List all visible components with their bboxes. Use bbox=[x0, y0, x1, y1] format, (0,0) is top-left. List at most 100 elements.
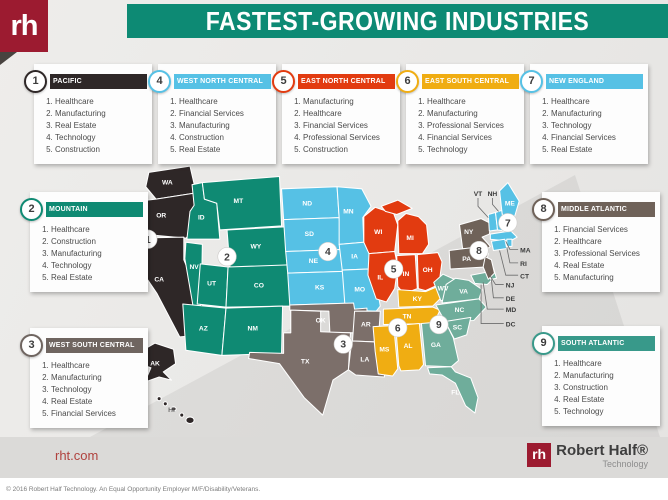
state-label: PA bbox=[462, 256, 471, 263]
callout-label-md: MD bbox=[506, 307, 517, 314]
rh-logo-small: rh bbox=[527, 443, 552, 467]
state-label: MO bbox=[354, 287, 365, 294]
industry-item: Real Estate bbox=[563, 395, 655, 404]
industry-item: Healthcare bbox=[51, 225, 143, 234]
state-label: UT bbox=[207, 280, 216, 287]
svg-text:8: 8 bbox=[476, 246, 482, 257]
industry-item: Real Estate bbox=[51, 397, 143, 406]
state-label: OR bbox=[156, 213, 166, 220]
state-label: AR bbox=[361, 322, 371, 329]
region-number-badge: 8 bbox=[532, 198, 555, 221]
region-industries-list: Healthcare Manufacturing Professional Serv… bbox=[413, 97, 519, 154]
state-label: IN bbox=[403, 271, 410, 278]
region-card-header: 9 SOUTH ATLANTIC bbox=[532, 332, 655, 355]
industry-item: Healthcare bbox=[427, 97, 519, 106]
map-badge-9: 9 bbox=[429, 315, 449, 335]
state-label: VA bbox=[459, 289, 468, 296]
region-card-header: 6 EAST SOUTH CENTRAL bbox=[396, 70, 519, 93]
state-label: MT bbox=[234, 198, 244, 205]
industry-item: Technology bbox=[51, 385, 143, 394]
region-title: PACIFIC bbox=[50, 74, 147, 89]
footer-band: rht.com rh Robert Half® Technology bbox=[0, 437, 668, 478]
svg-text:7: 7 bbox=[505, 218, 511, 229]
state-nj bbox=[482, 256, 495, 280]
state-mi-up bbox=[380, 199, 413, 216]
state-label: TN bbox=[403, 313, 412, 320]
svg-text:5: 5 bbox=[391, 265, 397, 276]
region-card-header: 5 EAST NORTH CENTRAL bbox=[272, 70, 395, 93]
state-ct bbox=[490, 238, 508, 252]
map-badge-8: 8 bbox=[469, 240, 489, 261]
state-label: ME bbox=[505, 200, 516, 207]
brand-name: Robert Half® bbox=[556, 442, 648, 459]
region-cards-right-column: 8 MIDDLE ATLANTIC Financial Services Heal… bbox=[532, 192, 660, 426]
region-title: SOUTH ATLANTIC bbox=[558, 336, 655, 351]
map-badge-5: 5 bbox=[384, 259, 404, 279]
state-mt bbox=[201, 175, 283, 231]
callout-labels: VT NH MA RI CT NJ DE MD DC bbox=[474, 191, 531, 329]
industry-item: Manufacturing bbox=[563, 371, 655, 380]
industry-item: Healthcare bbox=[563, 237, 655, 246]
region-number-badge: 2 bbox=[20, 198, 43, 221]
state-mi bbox=[397, 212, 430, 255]
region-industries-list: Healthcare Construction Manufacturing Techn… bbox=[37, 225, 143, 282]
region-title: WEST NORTH CENTRAL bbox=[174, 74, 271, 89]
industry-item: Healthcare bbox=[55, 97, 147, 106]
state-label: MN bbox=[343, 208, 354, 215]
region-title: MOUNTAIN bbox=[46, 202, 143, 217]
industry-item: Construction bbox=[55, 145, 147, 154]
region-industries-list: Healthcare Manufacturing Technology Financi… bbox=[537, 97, 643, 154]
website-link[interactable]: rht.com bbox=[55, 448, 99, 463]
region-card-west-north-central: 4 WEST NORTH CENTRAL Healthcare Financial… bbox=[148, 64, 276, 164]
region-card-south-atlantic: 9 SOUTH ATLANTIC Healthcare Manufacturing… bbox=[532, 326, 660, 426]
rh-logo: rh bbox=[0, 0, 48, 52]
region-industries-list: Healthcare Manufacturing Real Estate Techno… bbox=[41, 97, 147, 154]
region-industries-list: Healthcare Manufacturing Construction Real … bbox=[549, 359, 655, 416]
region-cards-top-row: 1 PACIFIC Healthcare Manufacturing Real Es… bbox=[24, 64, 648, 164]
callout-label-ct: CT bbox=[520, 273, 529, 280]
industry-item: Healthcare bbox=[303, 109, 395, 118]
region-number-badge: 6 bbox=[396, 70, 419, 93]
region-cards-left-column: 2 MOUNTAIN Healthcare Construction Manufac… bbox=[20, 192, 148, 428]
region-title: WEST SOUTH CENTRAL bbox=[46, 338, 143, 353]
map-region-badges: 1 2 3 4 5 6 7 8 9 bbox=[138, 213, 518, 354]
region-number-badge: 3 bbox=[20, 334, 43, 357]
industry-item: Financial Services bbox=[551, 133, 643, 142]
region-industries-list: Manufacturing Healthcare Financial Service… bbox=[289, 97, 395, 154]
svg-text:6: 6 bbox=[395, 323, 401, 334]
state-fl bbox=[427, 366, 479, 414]
region-title: NEW ENGLAND bbox=[546, 74, 643, 89]
industry-item: Manufacturing bbox=[563, 273, 655, 282]
region-card-new-england: 7 NEW ENGLAND Healthcare Manufacturing Tec… bbox=[520, 64, 648, 164]
state-label: AK bbox=[150, 361, 160, 368]
state-label: AL bbox=[404, 343, 413, 350]
state-label: LA bbox=[360, 357, 369, 364]
svg-text:4: 4 bbox=[325, 247, 331, 258]
industry-item: Manufacturing bbox=[551, 109, 643, 118]
region-number-badge: 5 bbox=[272, 70, 295, 93]
copyright-strip: © 2016 Robert Half Technology. An Equal … bbox=[0, 478, 668, 500]
industry-item: Financial Services bbox=[179, 109, 271, 118]
region-card-header: 8 MIDDLE ATLANTIC bbox=[532, 198, 655, 221]
region-card-middle-atlantic: 8 MIDDLE ATLANTIC Financial Services Heal… bbox=[532, 192, 660, 292]
industry-item: Healthcare bbox=[563, 359, 655, 368]
industry-item: Construction bbox=[563, 383, 655, 392]
state-label: TX bbox=[301, 359, 310, 366]
industry-item: Professional Services bbox=[427, 121, 519, 130]
region-card-east-north-central: 5 EAST NORTH CENTRAL Manufacturing Health… bbox=[272, 64, 400, 164]
logo-fold-triangle bbox=[0, 52, 17, 65]
brand-subtitle: Technology bbox=[602, 459, 648, 469]
callout-label-de: DE bbox=[506, 296, 516, 303]
state-label: NM bbox=[248, 326, 259, 333]
industry-item: Manufacturing bbox=[51, 373, 143, 382]
region-card-header: 7 NEW ENGLAND bbox=[520, 70, 643, 93]
industry-item: Financial Services bbox=[427, 133, 519, 142]
title-banner: FASTEST-GROWING INDUSTRIES bbox=[127, 4, 668, 38]
state-label: MS bbox=[379, 346, 390, 353]
region-number-badge: 1 bbox=[24, 70, 47, 93]
state-label: SD bbox=[305, 231, 314, 238]
region-number-badge: 4 bbox=[148, 70, 171, 93]
state-label: GA bbox=[431, 342, 441, 349]
industry-item: Construction bbox=[51, 237, 143, 246]
callout-label-nh: NH bbox=[488, 191, 498, 198]
